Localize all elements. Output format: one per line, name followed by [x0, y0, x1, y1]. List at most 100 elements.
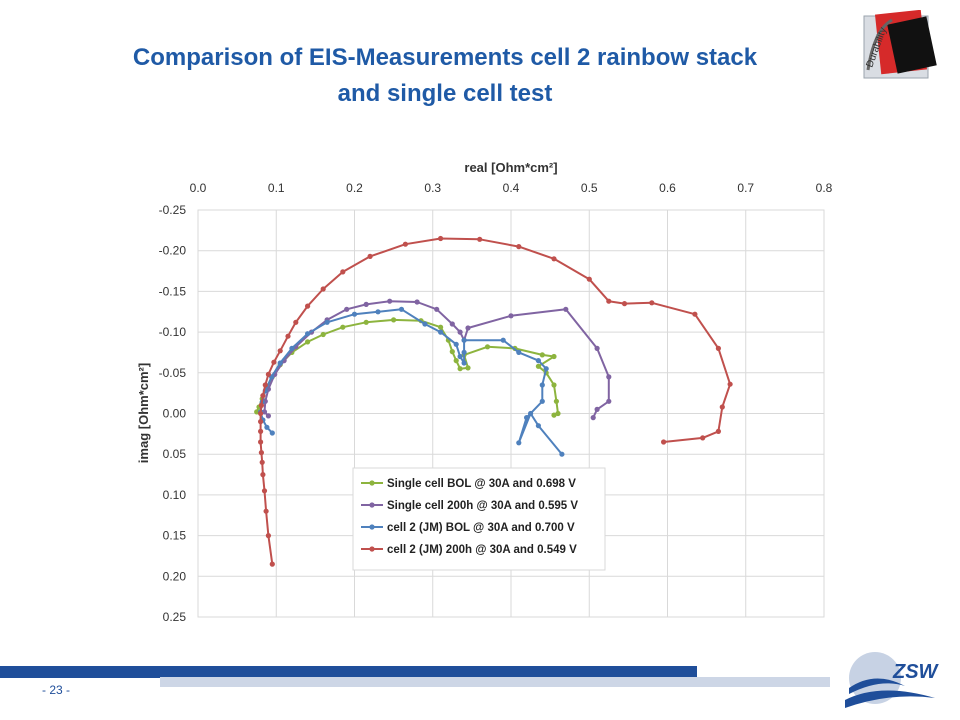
data-point	[727, 381, 733, 387]
data-point	[715, 345, 722, 351]
x-tick-label: 0.2	[346, 181, 363, 195]
data-point	[438, 329, 444, 335]
data-point	[590, 415, 596, 421]
data-point	[563, 306, 569, 312]
data-point	[516, 440, 522, 446]
legend-marker	[369, 546, 375, 552]
data-point	[258, 410, 264, 417]
y-tick-label: -0.20	[159, 244, 187, 258]
data-point	[465, 365, 471, 371]
series-line	[255, 318, 559, 417]
data-point	[414, 299, 420, 305]
data-point	[535, 358, 542, 364]
data-point	[422, 321, 428, 327]
legend-marker	[369, 524, 375, 530]
durability-logo: Durability	[863, 10, 937, 79]
data-point	[289, 345, 295, 351]
legend-marker	[369, 502, 375, 508]
page-number: - 23 -	[42, 683, 71, 697]
data-point	[457, 366, 463, 372]
data-point	[320, 286, 326, 292]
data-point	[516, 349, 522, 355]
data-point	[543, 366, 549, 372]
data-point	[363, 319, 369, 325]
data-point	[344, 306, 350, 312]
y-tick-label: -0.25	[159, 203, 187, 217]
data-point	[265, 371, 271, 377]
data-point	[340, 324, 346, 330]
x-axis-label: real [Ohm*cm²]	[464, 160, 557, 175]
footer-bar	[0, 666, 697, 678]
data-point	[305, 303, 311, 309]
y-tick-label: 0.00	[163, 407, 187, 421]
data-point	[649, 300, 655, 306]
y-tick-label: 0.15	[163, 529, 187, 543]
data-point	[551, 412, 557, 418]
data-point	[606, 374, 612, 380]
legend-item: Single cell BOL @ 30A and 0.698 V	[361, 478, 576, 490]
data-point	[524, 415, 530, 421]
data-point	[363, 301, 369, 307]
legend-item: Single cell 200h @ 30A and 0.595 V	[361, 500, 578, 512]
data-point	[367, 253, 373, 259]
data-point	[438, 235, 444, 242]
data-point	[271, 359, 277, 365]
data-point	[594, 406, 600, 412]
data-point	[661, 439, 667, 445]
data-point	[539, 382, 545, 388]
data-point	[539, 352, 545, 358]
data-point	[594, 345, 600, 351]
data-point	[500, 337, 506, 343]
data-point	[551, 353, 557, 360]
data-point	[715, 428, 722, 434]
data-point	[457, 353, 463, 360]
slide-title-line-1: Comparison of EIS-Measurements cell 2 ra…	[132, 44, 758, 71]
data-point	[461, 337, 467, 343]
legend-label: Single cell 200h @ 30A and 0.595 V	[387, 500, 578, 512]
data-point	[269, 561, 275, 567]
data-point	[551, 256, 557, 262]
data-point	[449, 349, 455, 355]
data-point	[351, 311, 358, 317]
x-tick-label: 0.0	[190, 181, 207, 195]
data-point	[434, 306, 440, 312]
data-point	[516, 244, 522, 250]
data-point	[461, 349, 467, 355]
data-point	[391, 317, 397, 323]
data-point	[324, 319, 330, 325]
data-point	[461, 360, 467, 366]
x-tick-label: 0.5	[581, 181, 598, 195]
data-point	[692, 311, 698, 317]
x-tick-label: 0.3	[424, 181, 441, 195]
y-tick-label: -0.05	[159, 366, 187, 380]
data-point	[265, 533, 271, 539]
zsw-logo-text: ZSW	[892, 661, 940, 683]
chart-legend: Single cell BOL @ 30A and 0.698 V Single …	[352, 467, 606, 571]
data-point	[320, 331, 326, 338]
data-point	[277, 360, 283, 366]
data-point	[258, 419, 264, 425]
chart-series	[254, 235, 733, 567]
legend-label: cell 2 (JM) BOL @ 30A and 0.700 V	[387, 522, 575, 534]
data-point	[449, 321, 455, 327]
data-point	[261, 488, 268, 494]
data-point	[265, 413, 271, 419]
data-point	[262, 382, 268, 388]
data-point	[555, 410, 561, 417]
data-point	[254, 409, 260, 415]
data-point	[457, 329, 463, 335]
data-point	[528, 410, 534, 417]
x-tick-label: 0.6	[659, 181, 676, 195]
data-point	[402, 241, 408, 247]
data-point	[258, 428, 264, 434]
x-tick-label: 0.8	[816, 181, 833, 195]
data-point	[375, 309, 381, 315]
data-point	[621, 301, 628, 307]
data-point	[586, 276, 592, 282]
data-point	[269, 430, 275, 436]
x-tick-label: 0.4	[503, 181, 520, 195]
data-point	[398, 306, 405, 312]
zsw-logo: ZSW	[845, 652, 940, 708]
data-point	[261, 409, 268, 415]
data-point	[700, 435, 706, 441]
